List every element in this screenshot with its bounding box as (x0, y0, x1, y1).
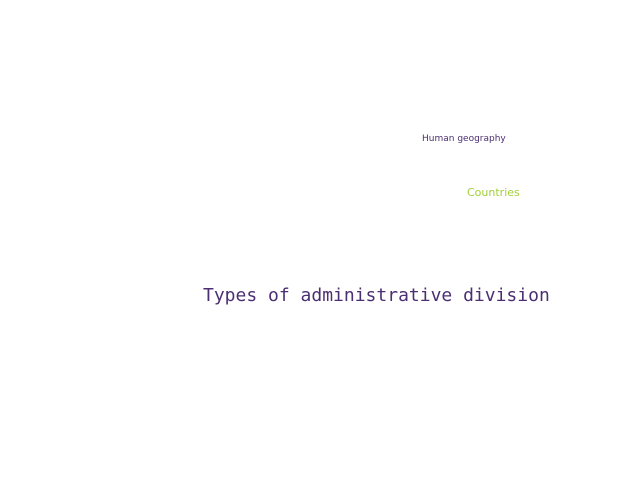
word-types-of-administrative-division: Types of administrative division (203, 285, 550, 306)
word-human-geography: Human geography (422, 134, 506, 144)
word-countries: Countries (467, 186, 520, 199)
